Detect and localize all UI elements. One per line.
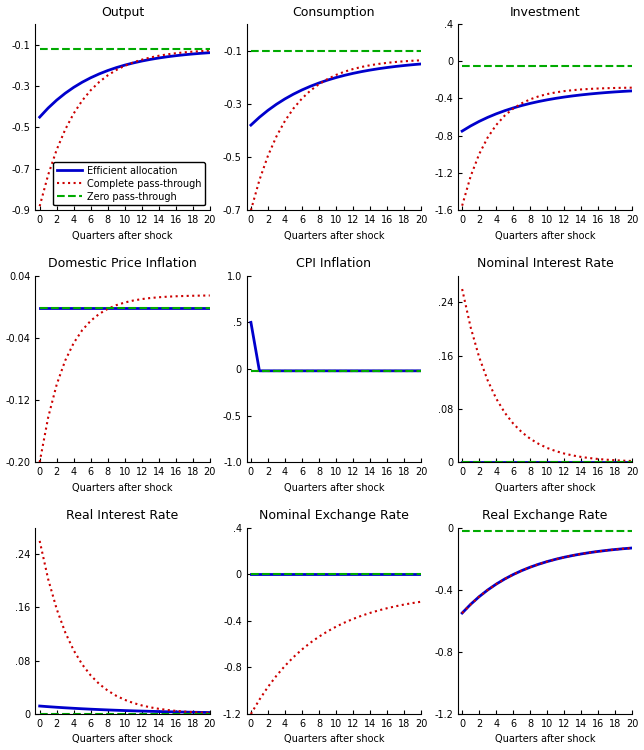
Zero pass-through — [198, 44, 205, 53]
Efficient allocation — [104, 66, 111, 75]
Line: Complete pass-through: Complete pass-through — [40, 50, 210, 206]
Efficient allocation — [61, 88, 69, 98]
Zero pass-through — [172, 44, 180, 53]
Complete pass-through — [180, 48, 188, 57]
Complete pass-through — [36, 202, 44, 211]
Zero pass-through — [70, 44, 77, 53]
Efficient allocation — [206, 48, 214, 57]
Efficient allocation — [198, 49, 205, 58]
X-axis label: Quarters after shock: Quarters after shock — [283, 231, 384, 241]
Complete pass-through — [61, 125, 69, 134]
X-axis label: Quarters after shock: Quarters after shock — [72, 734, 173, 745]
Efficient allocation — [164, 53, 171, 62]
Efficient allocation — [189, 50, 196, 58]
Complete pass-through — [138, 56, 146, 64]
Complete pass-through — [129, 58, 137, 67]
Title: Output: Output — [101, 5, 144, 19]
Zero pass-through — [129, 44, 137, 53]
Complete pass-through — [189, 47, 196, 56]
X-axis label: Quarters after shock: Quarters after shock — [495, 734, 595, 745]
Zero pass-through — [44, 44, 52, 53]
Efficient allocation — [95, 70, 103, 79]
X-axis label: Quarters after shock: Quarters after shock — [72, 482, 173, 493]
Zero pass-through — [36, 44, 44, 53]
Complete pass-through — [87, 86, 95, 94]
Complete pass-through — [95, 77, 103, 86]
Efficient allocation — [36, 112, 44, 122]
Zero pass-through — [206, 44, 214, 53]
X-axis label: Quarters after shock: Quarters after shock — [283, 734, 384, 745]
Complete pass-through — [79, 96, 86, 105]
Efficient allocation — [146, 55, 154, 64]
Title: Consumption: Consumption — [292, 5, 375, 19]
Title: Investment: Investment — [510, 5, 580, 19]
Complete pass-through — [155, 51, 163, 60]
Efficient allocation — [70, 82, 77, 92]
Title: Nominal Exchange Rate: Nominal Exchange Rate — [259, 509, 409, 522]
Complete pass-through — [121, 62, 129, 70]
Zero pass-through — [164, 44, 171, 53]
Efficient allocation — [121, 61, 129, 70]
Zero pass-through — [87, 44, 95, 53]
Zero pass-through — [79, 44, 86, 53]
Zero pass-through — [180, 44, 188, 53]
Efficient allocation — [44, 104, 52, 112]
Complete pass-through — [172, 49, 180, 58]
Efficient allocation — [172, 51, 180, 60]
Zero pass-through — [53, 44, 61, 53]
Complete pass-through — [164, 50, 171, 58]
Zero pass-through — [121, 44, 129, 53]
Complete pass-through — [44, 170, 52, 179]
Efficient allocation — [53, 95, 61, 104]
Zero pass-through — [61, 44, 69, 53]
Efficient allocation — [87, 74, 95, 82]
Efficient allocation — [112, 63, 120, 72]
X-axis label: Quarters after shock: Quarters after shock — [283, 482, 384, 493]
Title: Domestic Price Inflation: Domestic Price Inflation — [48, 257, 197, 271]
Efficient allocation — [138, 56, 146, 65]
Complete pass-through — [104, 70, 111, 80]
Complete pass-through — [53, 146, 61, 154]
Zero pass-through — [138, 44, 146, 53]
Title: Nominal Interest Rate: Nominal Interest Rate — [477, 257, 614, 271]
Title: CPI Inflation: CPI Inflation — [296, 257, 372, 271]
Complete pass-through — [206, 46, 214, 55]
Complete pass-through — [112, 65, 120, 74]
Zero pass-through — [155, 44, 163, 53]
Complete pass-through — [70, 109, 77, 118]
Complete pass-through — [146, 53, 154, 62]
Title: Real Interest Rate: Real Interest Rate — [66, 509, 179, 522]
Title: Real Exchange Rate: Real Exchange Rate — [482, 509, 608, 522]
Line: Efficient allocation: Efficient allocation — [40, 53, 210, 117]
Complete pass-through — [198, 46, 205, 56]
Zero pass-through — [104, 44, 111, 53]
X-axis label: Quarters after shock: Quarters after shock — [72, 231, 173, 241]
Efficient allocation — [79, 78, 86, 87]
Zero pass-through — [112, 44, 120, 53]
Zero pass-through — [95, 44, 103, 53]
Zero pass-through — [189, 44, 196, 53]
Legend: Efficient allocation, Complete pass-through, Zero pass-through: Efficient allocation, Complete pass-thro… — [53, 162, 205, 206]
Zero pass-through — [146, 44, 154, 53]
Efficient allocation — [129, 58, 137, 68]
X-axis label: Quarters after shock: Quarters after shock — [495, 231, 595, 241]
Efficient allocation — [155, 53, 163, 62]
Efficient allocation — [180, 50, 188, 59]
X-axis label: Quarters after shock: Quarters after shock — [495, 482, 595, 493]
